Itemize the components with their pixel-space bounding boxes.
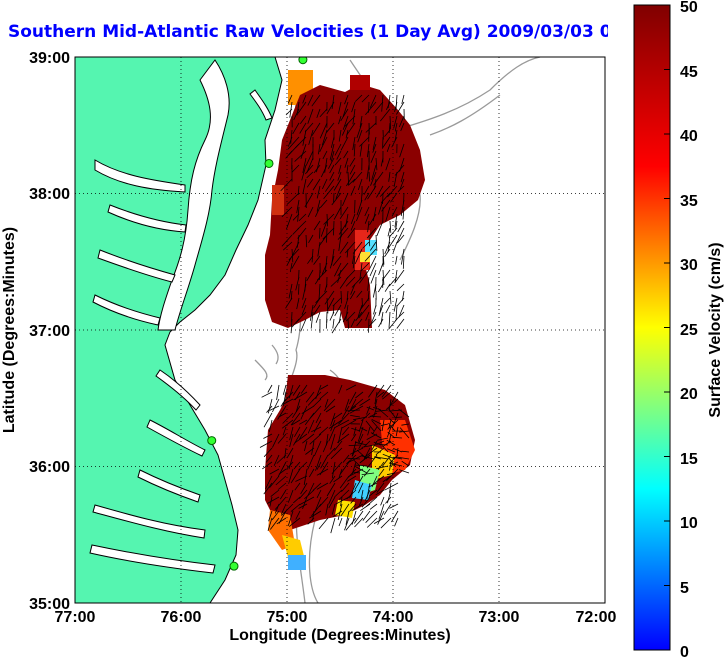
x-tick: 72:00 <box>576 609 617 626</box>
y-axis-label: Latitude (Degrees:Minutes) <box>1 227 18 433</box>
colorbar-tick: 10 <box>680 515 698 532</box>
y-tick: 36:00 <box>29 459 70 476</box>
velocity-vectors <box>259 94 410 534</box>
radar-site-marker <box>229 561 239 571</box>
y-tick: 39:00 <box>29 50 70 67</box>
colorbar-label: Surface Velocity (cm/s) <box>707 242 724 417</box>
colorbar-tick: 40 <box>680 128 698 145</box>
colorbar-tick: 15 <box>680 451 698 468</box>
radar-site-marker <box>207 436 217 446</box>
y-tick: 37:00 <box>29 323 70 340</box>
x-tick: 74:00 <box>373 609 414 626</box>
colorbar-tick: 0 <box>680 644 689 659</box>
x-tick: 76:00 <box>161 609 202 626</box>
plot-frame <box>74 56 606 604</box>
x-tick: 73:00 <box>479 609 520 626</box>
grid-lines <box>75 57 605 603</box>
x-axis-label: Longitude (Degrees:Minutes) <box>229 627 450 644</box>
colorbar-tick: 5 <box>680 580 689 597</box>
colorbar: 0 5 10 15 20 25 30 35 40 45 50 Surface V… <box>633 0 724 659</box>
colorbar-tick: 25 <box>680 322 698 339</box>
y-tick: 38:00 <box>29 186 70 203</box>
radar-sites <box>207 57 308 571</box>
y-tick: 35:00 <box>29 596 70 613</box>
chesapeake-bay <box>89 59 273 574</box>
colorbar-tick: 35 <box>680 193 698 210</box>
x-tick: 75:00 <box>267 609 308 626</box>
y-axis: 35:00 36:00 37:00 38:00 39:00 Latitude (… <box>1 50 70 613</box>
x-tick: 77:00 <box>55 609 96 626</box>
map-title: Southern Mid-Atlantic Raw Velocities (1 … <box>8 22 608 42</box>
colorbar-tick: 45 <box>680 64 698 81</box>
radar-site-marker <box>298 57 308 65</box>
land-mass <box>75 57 283 603</box>
colorbar-tick: 30 <box>680 257 698 274</box>
colorbar-tick: 50 <box>680 0 698 16</box>
radar-site-marker <box>264 158 274 168</box>
x-axis: 77:00 76:00 75:00 74:00 73:00 72:00 Long… <box>55 609 617 644</box>
colorbar-tick: 20 <box>680 386 698 403</box>
